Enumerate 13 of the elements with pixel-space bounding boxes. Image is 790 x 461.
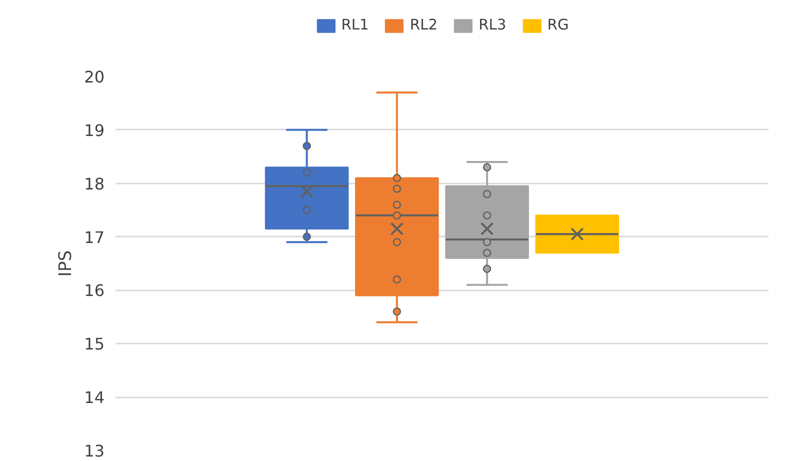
legend-label: RG — [547, 16, 569, 34]
y-tick-label: 16 — [84, 281, 104, 300]
legend-label: RL3 — [478, 16, 506, 34]
y-tick-label: 13 — [84, 442, 104, 460]
y-tick-label: 18 — [84, 174, 104, 194]
y-tick-label: 15 — [84, 334, 104, 354]
y-tick-label: 20 — [84, 68, 104, 86]
legend-label: RL2 — [410, 16, 438, 34]
y-axis-title: IPS — [56, 250, 76, 277]
y-tick-label: 17 — [84, 228, 104, 247]
legend-label: RL1 — [341, 16, 369, 34]
y-tick-label: 14 — [84, 388, 104, 408]
y-tick-label: 19 — [84, 120, 104, 140]
